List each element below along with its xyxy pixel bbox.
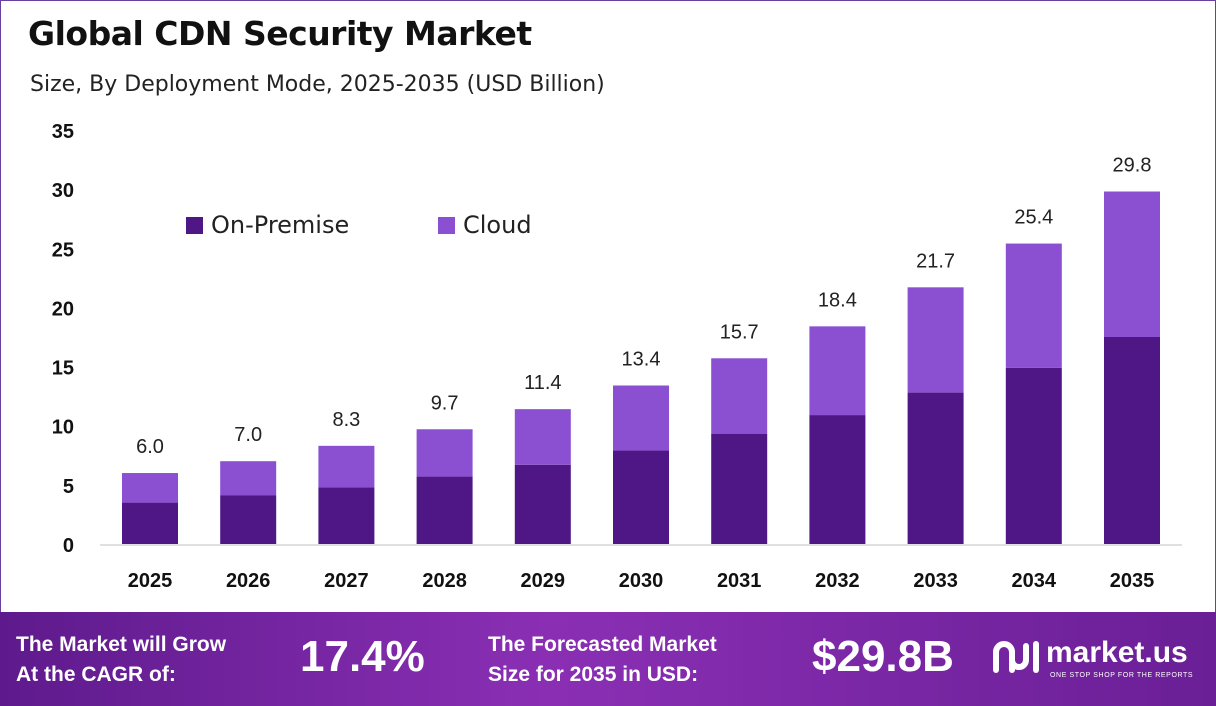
y-tick-label: 5 [63, 476, 74, 498]
forecast-label-line2: Size for 2035 in USD: [488, 663, 699, 686]
cagr-value: 17.4% [300, 632, 425, 681]
bar-cloud-2034 [1005, 243, 1062, 368]
footer-banner: The Market will Grow At the CAGR of: 17.… [0, 612, 1216, 706]
total-label-2029: 11.4 [524, 372, 561, 394]
bar-cloud-2027 [318, 445, 375, 488]
legend-swatch-cloud [438, 217, 455, 234]
bar-on-premise-2035 [1104, 337, 1160, 544]
bar-cloud-2025 [122, 473, 178, 503]
y-tick-label: 20 [52, 298, 74, 320]
x-tick-label-2025: 2025 [128, 570, 173, 592]
bar-cloud-2033 [907, 287, 964, 393]
total-label-2034: 25.4 [1014, 207, 1053, 229]
x-tick-label-2028: 2028 [422, 570, 467, 592]
market-us-logo-icon [993, 641, 1039, 673]
total-label-2035: 29.8 [1113, 155, 1152, 177]
bar-on-premise-2030 [613, 450, 669, 544]
bar-cloud-2028 [416, 429, 473, 477]
forecast-value: $29.8B [812, 632, 954, 681]
total-label-2032: 18.4 [818, 289, 857, 311]
x-tick-label-2032: 2032 [815, 570, 860, 592]
y-tick-label: 25 [52, 239, 74, 261]
total-label-2025: 6.0 [136, 436, 164, 458]
bar-on-premise-2028 [416, 476, 473, 544]
bar-on-premise-2029 [514, 464, 571, 544]
brand-name: market.us [1046, 636, 1188, 669]
total-label-2026: 7.0 [234, 424, 262, 446]
total-label-2028: 9.7 [431, 392, 459, 414]
bar-on-premise-2027 [318, 487, 375, 544]
y-tick-label: 35 [52, 121, 74, 143]
x-tick-label-2033: 2033 [913, 570, 958, 592]
bar-on-premise-2025 [122, 502, 178, 544]
x-tick-label-2035: 2035 [1110, 570, 1155, 592]
x-tick-label-2030: 2030 [619, 570, 664, 592]
y-tick-label: 30 [52, 180, 74, 202]
x-tick-label-2031: 2031 [717, 570, 762, 592]
bar-on-premise-2033 [907, 392, 964, 544]
bar-cloud-2032 [809, 326, 866, 416]
bars-group: 6.0 7.0 8.3 9.7 11.4 13.4 15.7 18.4 21.7 25.4 29.8 [122, 155, 1160, 544]
bar-cloud-2031 [711, 358, 768, 434]
legend-label-cloud: Cloud [463, 211, 532, 239]
x-tick-label-2029: 2029 [521, 570, 566, 592]
x-tick-label-2027: 2027 [324, 570, 369, 592]
bar-cloud-2030 [613, 385, 669, 451]
x-tick-label-2034: 2034 [1012, 570, 1057, 592]
bar-cloud-2035 [1104, 191, 1160, 337]
total-label-2033: 21.7 [916, 250, 955, 272]
bar-cloud-2029 [514, 409, 571, 465]
legend-swatch-on-premise [186, 217, 203, 234]
brand-logo[interactable]: market.us ONE STOP SHOP FOR THE REPORTS [992, 634, 1212, 684]
bar-on-premise-2032 [809, 415, 866, 544]
forecast-label-line1: The Forecasted Market [488, 633, 717, 656]
y-axis: 0 5 10 15 20 25 30 35 [52, 121, 74, 557]
total-label-2027: 8.3 [332, 409, 360, 431]
bar-on-premise-2034 [1005, 367, 1062, 544]
chart-title: Global CDN Security Market [28, 14, 532, 53]
bar-cloud-2026 [220, 461, 277, 496]
y-tick-label: 15 [52, 358, 74, 380]
total-label-2031: 15.7 [720, 321, 759, 343]
cagr-label-line1: The Market will Grow [16, 633, 227, 656]
total-label-2030: 13.4 [622, 348, 661, 370]
y-tick-label: 0 [63, 535, 74, 557]
legend-label-on-premise: On-Premise [211, 211, 349, 239]
cagr-label-line2: At the CAGR of: [16, 663, 176, 686]
legend: On-Premise Cloud [186, 211, 532, 239]
y-tick-label: 10 [52, 417, 74, 439]
chart-subtitle: Size, By Deployment Mode, 2025-2035 (USD… [30, 72, 605, 97]
cagr-label: The Market will Grow At the CAGR of: [16, 630, 226, 690]
brand-tagline: ONE STOP SHOP FOR THE REPORTS [1050, 672, 1194, 679]
x-axis: 2025 2026 2027 2028 2029 2030 2031 2032 2033 2034… [100, 544, 1182, 592]
bar-on-premise-2031 [711, 433, 768, 544]
forecast-label: The Forecasted Market Size for 2035 in U… [488, 630, 717, 690]
x-tick-label-2026: 2026 [226, 570, 271, 592]
bar-on-premise-2026 [220, 495, 277, 544]
